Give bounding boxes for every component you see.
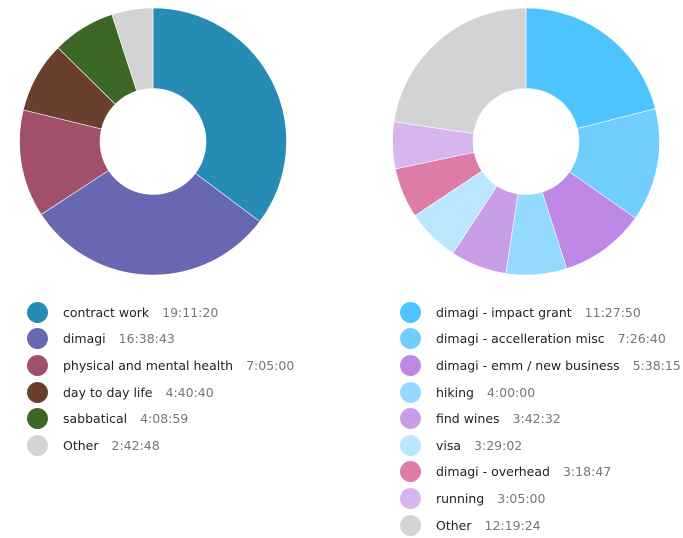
legend-label: sabbatical xyxy=(63,411,128,427)
legend-value: 11:27:50 xyxy=(584,304,641,320)
legend-color-dot-icon xyxy=(400,487,421,509)
legend-value: 3:42:32 xyxy=(512,411,561,427)
legend-value: 19:11:20 xyxy=(162,304,219,320)
legend-color-dot-icon xyxy=(400,328,421,350)
legend-label: dimagi - accelleration misc xyxy=(436,331,605,347)
legend-item[interactable]: running 3:05:00 xyxy=(400,485,681,512)
legend-color-dot-icon xyxy=(400,354,421,376)
legend-color-dot-icon xyxy=(400,461,421,483)
legend-value: 7:05:00 xyxy=(246,357,295,373)
legend-item[interactable]: hiking 4:00:00 xyxy=(400,379,681,406)
legend-label: contract work xyxy=(63,304,150,320)
donut-slice[interactable]: contract work 19:11:20 xyxy=(152,7,287,222)
legend-label: day to day life xyxy=(63,384,153,400)
legend-color-dot-icon xyxy=(27,408,48,430)
legend-item[interactable]: dimagi 16:38:43 xyxy=(27,326,294,353)
legend-label: visa xyxy=(436,437,462,453)
legend-item[interactable]: physical and mental health 7:05:00 xyxy=(27,352,294,379)
legend-label: hiking xyxy=(436,384,474,400)
legend-item[interactable]: visa 3:29:02 xyxy=(400,432,681,459)
legend-value: 3:29:02 xyxy=(474,437,523,453)
left-chart-legend: contract work 19:11:20 dimagi 16:38:43 p… xyxy=(27,299,294,459)
right-chart-legend: dimagi - impact grant 11:27:50 dimagi - … xyxy=(400,299,681,538)
legend-item[interactable]: dimagi - impact grant 11:27:50 xyxy=(400,299,681,326)
legend-value: 16:38:43 xyxy=(118,331,175,347)
donut-slice[interactable]: Other 2:42:48 xyxy=(111,7,154,92)
legend-value: 2:42:48 xyxy=(111,437,160,453)
legend-item[interactable]: dimagi - overhead 3:18:47 xyxy=(400,459,681,486)
legend-color-dot-icon xyxy=(400,301,421,323)
legend-color-dot-icon xyxy=(400,381,421,403)
legend-value: 12:19:24 xyxy=(484,517,541,533)
legend-value: 7:26:40 xyxy=(617,331,666,347)
legend-label: physical and mental health xyxy=(63,357,234,373)
legend-color-dot-icon xyxy=(27,381,48,403)
donut-slice[interactable]: Other 12:19:24 xyxy=(393,7,527,134)
legend-label: find wines xyxy=(436,411,500,427)
legend-item[interactable]: contract work 19:11:20 xyxy=(27,299,294,326)
legend-color-dot-icon xyxy=(400,408,421,430)
legend-item[interactable]: Other 12:19:24 xyxy=(400,512,681,538)
legend-label: dimagi xyxy=(63,331,106,347)
legend-item[interactable]: find wines 3:42:32 xyxy=(400,405,681,432)
legend-value: 4:00:00 xyxy=(486,384,536,400)
legend-item[interactable]: dimagi - accelleration misc 7:26:40 xyxy=(400,326,681,353)
legend-label: Other xyxy=(436,517,472,533)
legend-label: dimagi - overhead xyxy=(436,464,550,480)
legend-item[interactable]: dimagi - emm / new business 5:38:15 xyxy=(400,352,681,379)
legend-label: Other xyxy=(63,437,99,453)
legend-color-dot-icon xyxy=(400,514,421,536)
legend-color-dot-icon xyxy=(27,301,48,323)
legend-value: 4:40:40 xyxy=(165,384,214,400)
donut-slice[interactable]: dimagi 16:38:43 xyxy=(40,170,261,276)
legend-value: 3:05:00 xyxy=(497,490,546,506)
right-donut-chart-panel: dimagi - impact grant 11:27:50 dimagi - a… xyxy=(373,0,683,538)
left-donut-chart-panel: contract work 19:11:20 dimagi 16:38:43 phy… xyxy=(0,0,340,538)
legend-value: 5:38:15 xyxy=(632,357,681,373)
legend-value: 4:08:59 xyxy=(140,411,189,427)
legend-color-dot-icon xyxy=(27,434,48,456)
legend-label: dimagi - impact grant xyxy=(436,304,572,320)
legend-item[interactable]: day to day life 4:40:40 xyxy=(27,379,294,406)
legend-color-dot-icon xyxy=(27,354,48,376)
legend-color-dot-icon xyxy=(27,328,48,350)
legend-color-dot-icon xyxy=(400,434,421,456)
donut-slice[interactable]: dimagi - impact grant 11:27:50 xyxy=(525,7,656,129)
legend-label: running xyxy=(436,490,485,506)
legend-value: 3:18:47 xyxy=(562,464,612,480)
legend-item[interactable]: Other 2:42:48 xyxy=(27,432,294,459)
legend-label: dimagi - emm / new business xyxy=(436,357,620,373)
legend-item[interactable]: sabbatical 4:08:59 xyxy=(27,405,294,432)
